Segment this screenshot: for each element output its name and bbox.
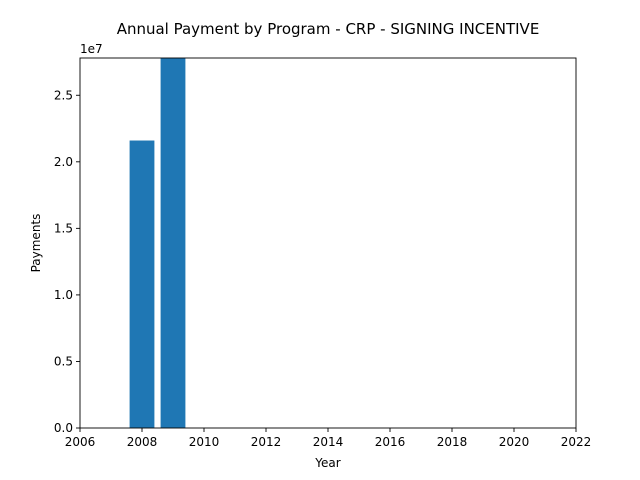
- bar-2008: [129, 140, 155, 428]
- bar-2009: [160, 58, 186, 428]
- x-tick-label: 2012: [251, 435, 282, 449]
- x-tick-label: 2020: [499, 435, 530, 449]
- y-tick-label: 2.5: [54, 88, 73, 102]
- bars-layer: [129, 58, 186, 428]
- y-tick-label: 0.5: [54, 354, 73, 368]
- chart-title: Annual Payment by Program - CRP - SIGNIN…: [117, 20, 540, 38]
- y-axis-ticks: 0.0 0.5 1.0 1.5 2.0 2.5: [54, 88, 80, 435]
- y-tick-label: 2.0: [54, 155, 73, 169]
- x-tick-label: 2008: [127, 435, 158, 449]
- y-tick-label: 1.5: [54, 221, 73, 235]
- x-axis-ticks: 2006 2008 2010 2012 2014 2016 2018 2020 2022: [65, 428, 592, 449]
- x-tick-label: 2006: [65, 435, 96, 449]
- y-tick-label: 0.0: [54, 421, 73, 435]
- x-tick-label: 2010: [189, 435, 220, 449]
- y-axis-offset-label: 1e7: [80, 42, 103, 56]
- y-tick-label: 1.0: [54, 288, 73, 302]
- x-tick-label: 2018: [437, 435, 468, 449]
- y-axis-label: Payments: [29, 214, 43, 273]
- x-tick-label: 2016: [375, 435, 406, 449]
- x-tick-label: 2022: [561, 435, 592, 449]
- x-axis-label: Year: [314, 456, 340, 470]
- x-tick-label: 2014: [313, 435, 344, 449]
